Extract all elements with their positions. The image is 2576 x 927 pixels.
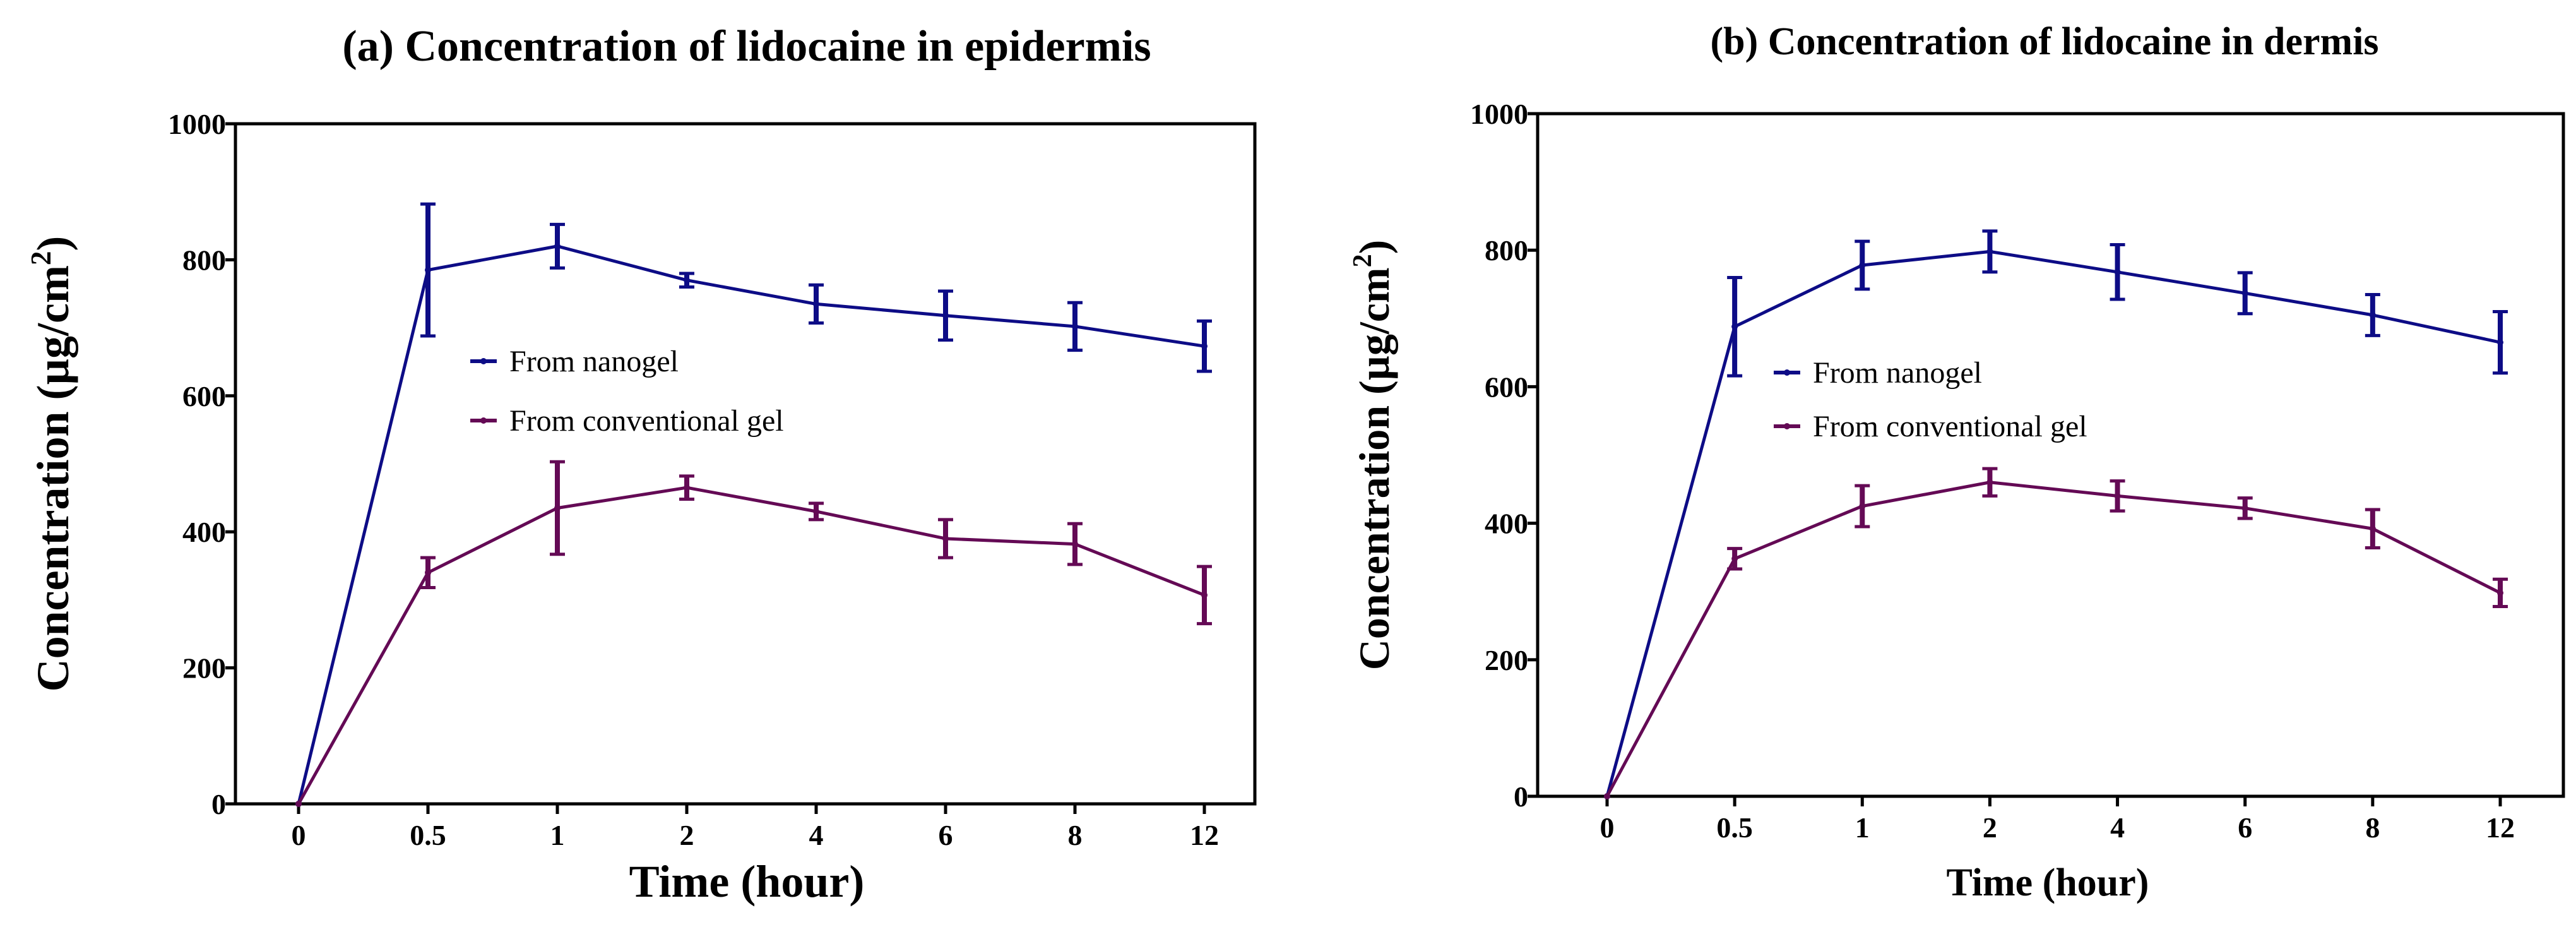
data-point bbox=[425, 569, 431, 576]
data-point bbox=[942, 535, 949, 542]
series-line bbox=[297, 486, 1205, 805]
y-axis-label: Concentration (µg/cm2) bbox=[25, 236, 78, 692]
data-point bbox=[1201, 343, 1208, 350]
x-tick-label: 8 bbox=[2365, 811, 2380, 844]
data-point bbox=[295, 801, 302, 807]
x-axis-label: Time (hour) bbox=[629, 856, 865, 907]
data-point bbox=[2241, 290, 2248, 297]
legend: From nanogel From conventional gel bbox=[470, 345, 784, 438]
data-point bbox=[1604, 793, 1610, 799]
data-point bbox=[684, 484, 690, 491]
legend: From nanogel From conventional gel bbox=[1774, 356, 2087, 443]
chart-title: (a) Concentration of lidocaine in epider… bbox=[342, 22, 1151, 71]
data-point bbox=[1859, 503, 1866, 510]
series-line bbox=[297, 244, 1205, 804]
x-tick-label: 2 bbox=[1983, 811, 1997, 844]
data-point bbox=[1731, 323, 1738, 330]
x-tick-label: 0.5 bbox=[410, 819, 446, 851]
data-point bbox=[942, 312, 949, 319]
series-conventional-gel bbox=[295, 460, 1212, 807]
data-point bbox=[2497, 339, 2503, 346]
data-point bbox=[2369, 311, 2376, 318]
data-point bbox=[2114, 493, 2121, 499]
x-tick-label: 8 bbox=[1068, 819, 1083, 851]
y-tick-label: 600 bbox=[1485, 371, 1528, 403]
x-tick-label: 6 bbox=[2238, 811, 2252, 844]
x-axis-label: Time (hour) bbox=[1947, 861, 2149, 904]
x-tick-label: 12 bbox=[1190, 819, 1219, 851]
legend-marker bbox=[1784, 423, 1790, 429]
data-point bbox=[1986, 479, 1993, 486]
plot-frame bbox=[234, 122, 1257, 806]
data-point bbox=[1072, 323, 1078, 330]
legend-marker bbox=[480, 417, 487, 424]
y-axis-label: Concentration (µg/cm2) bbox=[1348, 240, 1398, 671]
y-tick-label: 200 bbox=[1485, 644, 1528, 676]
x-tick-label: 0 bbox=[1600, 811, 1615, 844]
y-tick-label: 400 bbox=[182, 516, 226, 548]
series-line bbox=[1605, 481, 2502, 798]
y-tick-label: 400 bbox=[1485, 508, 1528, 540]
x-tick-label: 1 bbox=[550, 819, 565, 851]
data-point bbox=[2369, 525, 2376, 532]
legend-label: From conventional gel bbox=[509, 404, 784, 438]
legend-marker bbox=[480, 358, 487, 364]
data-point bbox=[2497, 589, 2503, 596]
x-tick-label: 6 bbox=[939, 819, 953, 851]
legend-label: From nanogel bbox=[509, 345, 679, 378]
y-tick-label: 800 bbox=[182, 244, 226, 276]
chart-dermis: (b) Concentration of lidocaine in dermis… bbox=[1348, 20, 2565, 904]
x-tick-label: 12 bbox=[2486, 811, 2515, 844]
x-tick-label: 2 bbox=[680, 819, 694, 851]
legend-marker bbox=[1784, 369, 1790, 376]
chart-epidermis: (a) Concentration of lidocaine in epider… bbox=[25, 22, 1257, 907]
data-point bbox=[813, 508, 819, 515]
data-point bbox=[813, 301, 819, 308]
y-tick-label: 1000 bbox=[168, 108, 226, 140]
data-point bbox=[2241, 505, 2248, 511]
data-point bbox=[425, 266, 431, 273]
series-conventional-gel bbox=[1604, 467, 2508, 799]
data-point bbox=[554, 242, 561, 249]
data-point bbox=[684, 277, 690, 284]
y-tick-label: 0 bbox=[211, 788, 226, 820]
data-point bbox=[554, 505, 561, 511]
legend-label: From conventional gel bbox=[1813, 410, 2087, 443]
x-tick-label: 0 bbox=[292, 819, 306, 851]
series-nanogel bbox=[1604, 229, 2508, 799]
x-tick-label: 1 bbox=[1855, 811, 1870, 844]
x-tick-label: 4 bbox=[2110, 811, 2125, 844]
y-tick-label: 1000 bbox=[1470, 98, 1528, 130]
data-point bbox=[1072, 541, 1078, 547]
data-point bbox=[1731, 555, 1738, 562]
y-tick-label: 800 bbox=[1485, 234, 1528, 266]
data-point bbox=[1201, 592, 1208, 599]
chart-title: (b) Concentration of lidocaine in dermis bbox=[1710, 20, 2378, 63]
y-tick-label: 0 bbox=[1514, 780, 1528, 813]
series-line bbox=[1605, 249, 2501, 797]
data-point bbox=[1859, 261, 1866, 268]
series-nanogel bbox=[295, 202, 1212, 807]
x-tick-label: 0.5 bbox=[1716, 811, 1753, 844]
plot-frame bbox=[1536, 112, 2565, 798]
data-point bbox=[2114, 268, 2121, 275]
y-tick-label: 200 bbox=[182, 652, 226, 685]
x-tick-label: 4 bbox=[809, 819, 824, 851]
y-tick-label: 600 bbox=[182, 380, 226, 412]
legend-label: From nanogel bbox=[1813, 356, 1982, 390]
data-point bbox=[1986, 248, 1993, 255]
